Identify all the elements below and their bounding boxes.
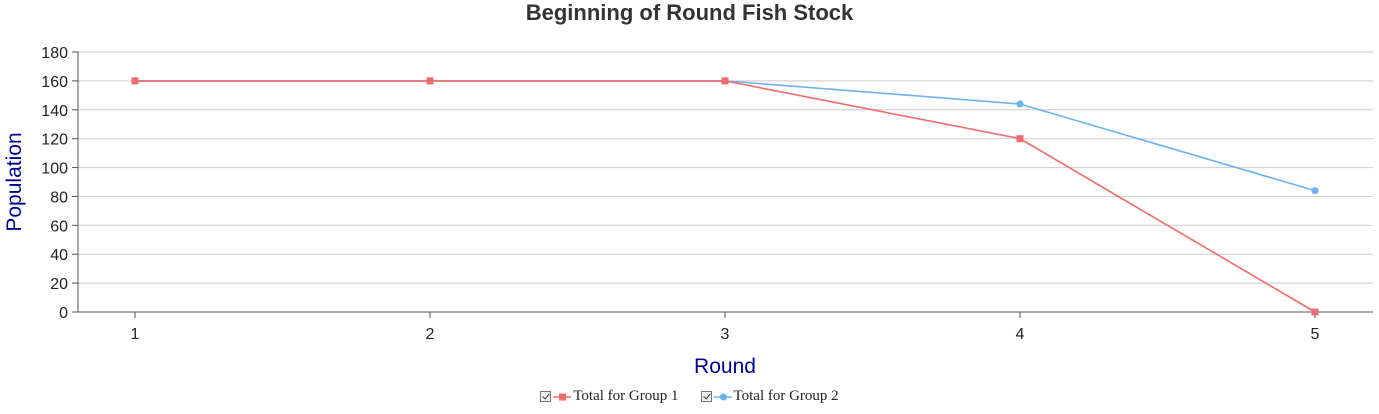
y-tick-label: 0: [59, 305, 68, 322]
chart-title: Beginning of Round Fish Stock: [525, 0, 854, 25]
legend-checkbox[interactable]: [700, 391, 712, 402]
y-tick-label: 80: [50, 189, 68, 206]
y-tick-label: 120: [41, 132, 68, 149]
data-point-group-1[interactable]: [1311, 308, 1319, 316]
legend-label: Total for Group 2: [733, 388, 839, 404]
x-tick-label: 3: [721, 326, 730, 343]
y-tick-label: 40: [50, 247, 68, 264]
series-line-group-2: [135, 80, 1316, 192]
legend-item-group-2[interactable]: Total for Group 2: [700, 388, 839, 405]
legend-label: Total for Group 1: [573, 388, 679, 404]
gridlines: [78, 51, 1373, 284]
legend-swatch-icon: [553, 393, 572, 400]
x-tick-label: 4: [1016, 326, 1025, 343]
data-point-group-1[interactable]: [131, 77, 139, 85]
legend-swatch-icon: [713, 392, 732, 401]
y-tick-label: 140: [41, 103, 68, 120]
x-axis-title: Round: [694, 355, 756, 378]
legend: Total for Group 1 Total for Group 2: [0, 388, 1379, 405]
y-tick-label: 180: [41, 45, 68, 62]
data-point-group-1[interactable]: [721, 77, 729, 85]
y-tick-label: 100: [41, 161, 68, 178]
data-point-group-1[interactable]: [426, 77, 434, 85]
y-tick-label: 20: [50, 276, 68, 293]
legend-checkbox[interactable]: [540, 391, 552, 402]
data-point-group-2[interactable]: [1016, 100, 1024, 108]
x-tick-label: 2: [426, 326, 435, 343]
x-tick-labels: 1 2 3 4 5: [131, 326, 1320, 343]
legend-item-group-1[interactable]: Total for Group 1: [540, 388, 679, 405]
line-chart: 0 20 40 60 80 100 120 140 160 180 1 2 3 4 5 Populatio…: [3, 45, 1373, 378]
data-point-group-1[interactable]: [1016, 135, 1024, 143]
series-markers: [131, 77, 1319, 316]
y-tick-label: 60: [50, 218, 68, 235]
y-axis-title: Population: [3, 132, 26, 231]
y-tick-labels: 0 20 40 60 80 100 120 140 160 180: [41, 45, 68, 322]
y-tick-label: 160: [41, 74, 68, 91]
data-point-group-2[interactable]: [1311, 187, 1319, 195]
axes: [72, 51, 1373, 318]
x-tick-label: 1: [131, 326, 140, 343]
x-tick-label: 5: [1311, 326, 1320, 343]
